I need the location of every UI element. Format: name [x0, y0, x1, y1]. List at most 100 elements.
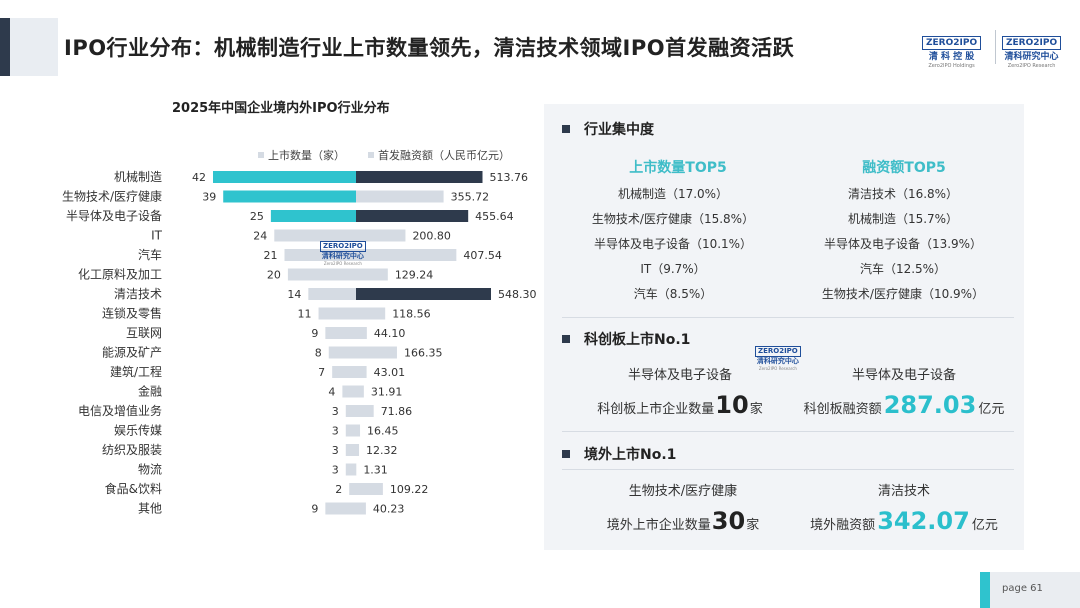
star-amount-industry: 半导体及电子设备	[851, 368, 957, 383]
count-bar	[318, 307, 356, 320]
section-marker	[562, 450, 570, 458]
count-bar	[345, 424, 356, 437]
amount-bar	[356, 288, 491, 300]
count-value-label: 9	[311, 327, 318, 340]
amount-bar	[356, 444, 360, 456]
count-bar	[308, 288, 356, 300]
star-count-value: 10	[715, 391, 749, 419]
amount-top5-item: 生物技术/医疗健康（10.9%）	[821, 287, 985, 301]
watermark-cn-text: 清科研究中心	[756, 357, 799, 365]
star-market-heading-text: 科创板上市No.1	[584, 332, 691, 348]
count-bar	[284, 249, 356, 261]
count-value-label: 3	[332, 464, 339, 477]
amount-bar	[356, 249, 457, 261]
amount-value-label: 31.91	[371, 386, 403, 399]
amount-value-label: 109.22	[390, 483, 429, 496]
overseas-amount-unit: 亿元	[971, 518, 998, 533]
watermark-cn-text: 清科研究中心	[321, 252, 364, 260]
count-bar	[345, 405, 356, 417]
logo-mark: ZERO2IPO	[1002, 36, 1062, 50]
logo-en-text: Zero2IPO Holdings	[928, 63, 975, 69]
amount-top5-item: 机械制造（15.7%）	[847, 212, 959, 226]
amount-value-label: 1.31	[363, 464, 388, 477]
section-marker	[562, 125, 570, 133]
category-label: 物流	[138, 463, 162, 477]
amount-value-label: 43.01	[374, 366, 406, 379]
title-accent-bar	[0, 18, 10, 76]
chart-watermark: ZERO2IPO 清科研究中心 Zero2IPO Research	[320, 233, 366, 266]
amount-value-label: 16.45	[367, 425, 399, 438]
legend-amount-label: 首发融资额（人民币亿元）	[378, 149, 510, 162]
summary-panel	[544, 104, 1024, 550]
overseas-count-industry: 生物技术/医疗健康	[628, 484, 738, 499]
star-amount-prefix: 科创板融资额	[803, 402, 882, 417]
count-bar	[328, 346, 356, 359]
page-number: page 61	[1002, 583, 1043, 594]
section-marker	[562, 335, 570, 343]
amount-bar	[356, 229, 406, 242]
count-bar	[342, 385, 356, 398]
count-value-label: 2	[335, 483, 342, 496]
count-value-label: 39	[202, 191, 216, 204]
category-label: 生物技术/医疗健康	[62, 189, 162, 204]
amount-value-label: 71.86	[381, 405, 413, 418]
amount-bar	[356, 210, 469, 222]
count-top5-item: 机械制造（17.0%）	[617, 187, 729, 201]
legend-amount-swatch	[368, 152, 374, 158]
amount-bar	[356, 171, 483, 183]
amount-value-label: 12.32	[366, 444, 398, 457]
category-label: 汽车	[138, 247, 162, 262]
count-bar	[345, 444, 356, 456]
count-bar	[325, 502, 356, 515]
amount-value-label: 40.23	[373, 503, 405, 516]
overseas-count-prefix: 境外上市企业数量	[606, 518, 711, 533]
overseas-count-value: 30	[711, 507, 746, 535]
page-number-tag: page 61	[980, 572, 1080, 608]
watermark-mark: ZERO2IPO	[320, 241, 366, 252]
overseas-count-unit: 家	[746, 518, 760, 533]
amount-value-label: 118.56	[392, 308, 431, 321]
amount-value-label: 44.10	[374, 327, 406, 340]
amount-value-label: 548.30	[498, 288, 537, 301]
watermark-mark: ZERO2IPO	[755, 346, 801, 357]
category-label: 机械制造	[114, 169, 162, 184]
amount-top5-item: 汽车（12.5%）	[859, 262, 947, 276]
star-amount-value: 287.03	[883, 391, 977, 419]
zero2ipo-holdings-logo: ZERO2IPO 清 科 控 股 Zero2IPO Holdings	[922, 30, 982, 70]
legend-count-label: 上市数量（家）	[268, 149, 345, 162]
amount-value-label: 129.24	[395, 269, 434, 282]
count-value-label: 42	[192, 171, 206, 184]
star-market-heading: 科创板上市No.1	[562, 329, 690, 349]
concentration-heading: 行业集中度	[562, 119, 654, 139]
concentration-heading-text: 行业集中度	[584, 122, 654, 138]
count-bar	[223, 190, 356, 203]
overseas-heading-text: 境外上市No.1	[584, 447, 677, 463]
chart-title: 2025年中国企业境内外IPO行业分布	[172, 101, 390, 116]
category-label: 金融	[138, 384, 162, 399]
page-title: IPO行业分布：机械制造行业上市数量领先，清洁技术领域IPO首发融资活跃	[64, 36, 795, 60]
amount-value-label: 513.76	[489, 171, 528, 184]
count-top5-item: IT（9.7%）	[640, 262, 706, 276]
count-value-label: 4	[328, 386, 335, 399]
section-separator	[562, 317, 1014, 318]
count-value-label: 11	[298, 308, 312, 321]
count-value-label: 3	[332, 425, 339, 438]
overseas-amount-value: 342.07	[877, 507, 970, 535]
count-bar	[274, 229, 356, 242]
count-bar	[287, 268, 356, 281]
amount-bar	[356, 327, 367, 339]
overseas-amount-stat: 境外融资额 342.07 亿元	[810, 507, 998, 535]
category-label: 食品&饮料	[105, 481, 162, 496]
legend-amount: 首发融资额（人民币亿元）	[368, 148, 510, 162]
amount-bar	[356, 366, 367, 378]
star-count-stat: 科创板上市企业数量 10 家	[597, 391, 762, 419]
star-amount-unit: 亿元	[978, 402, 1005, 417]
logo-mark: ZERO2IPO	[922, 36, 982, 50]
count-value-label: 3	[332, 405, 339, 418]
category-label: 能源及矿产	[102, 346, 162, 360]
amount-top5-title: 融资额TOP5	[862, 160, 946, 176]
category-label: 清洁技术	[114, 287, 162, 301]
legend-count-swatch	[258, 152, 264, 158]
count-value-label: 9	[311, 503, 318, 516]
